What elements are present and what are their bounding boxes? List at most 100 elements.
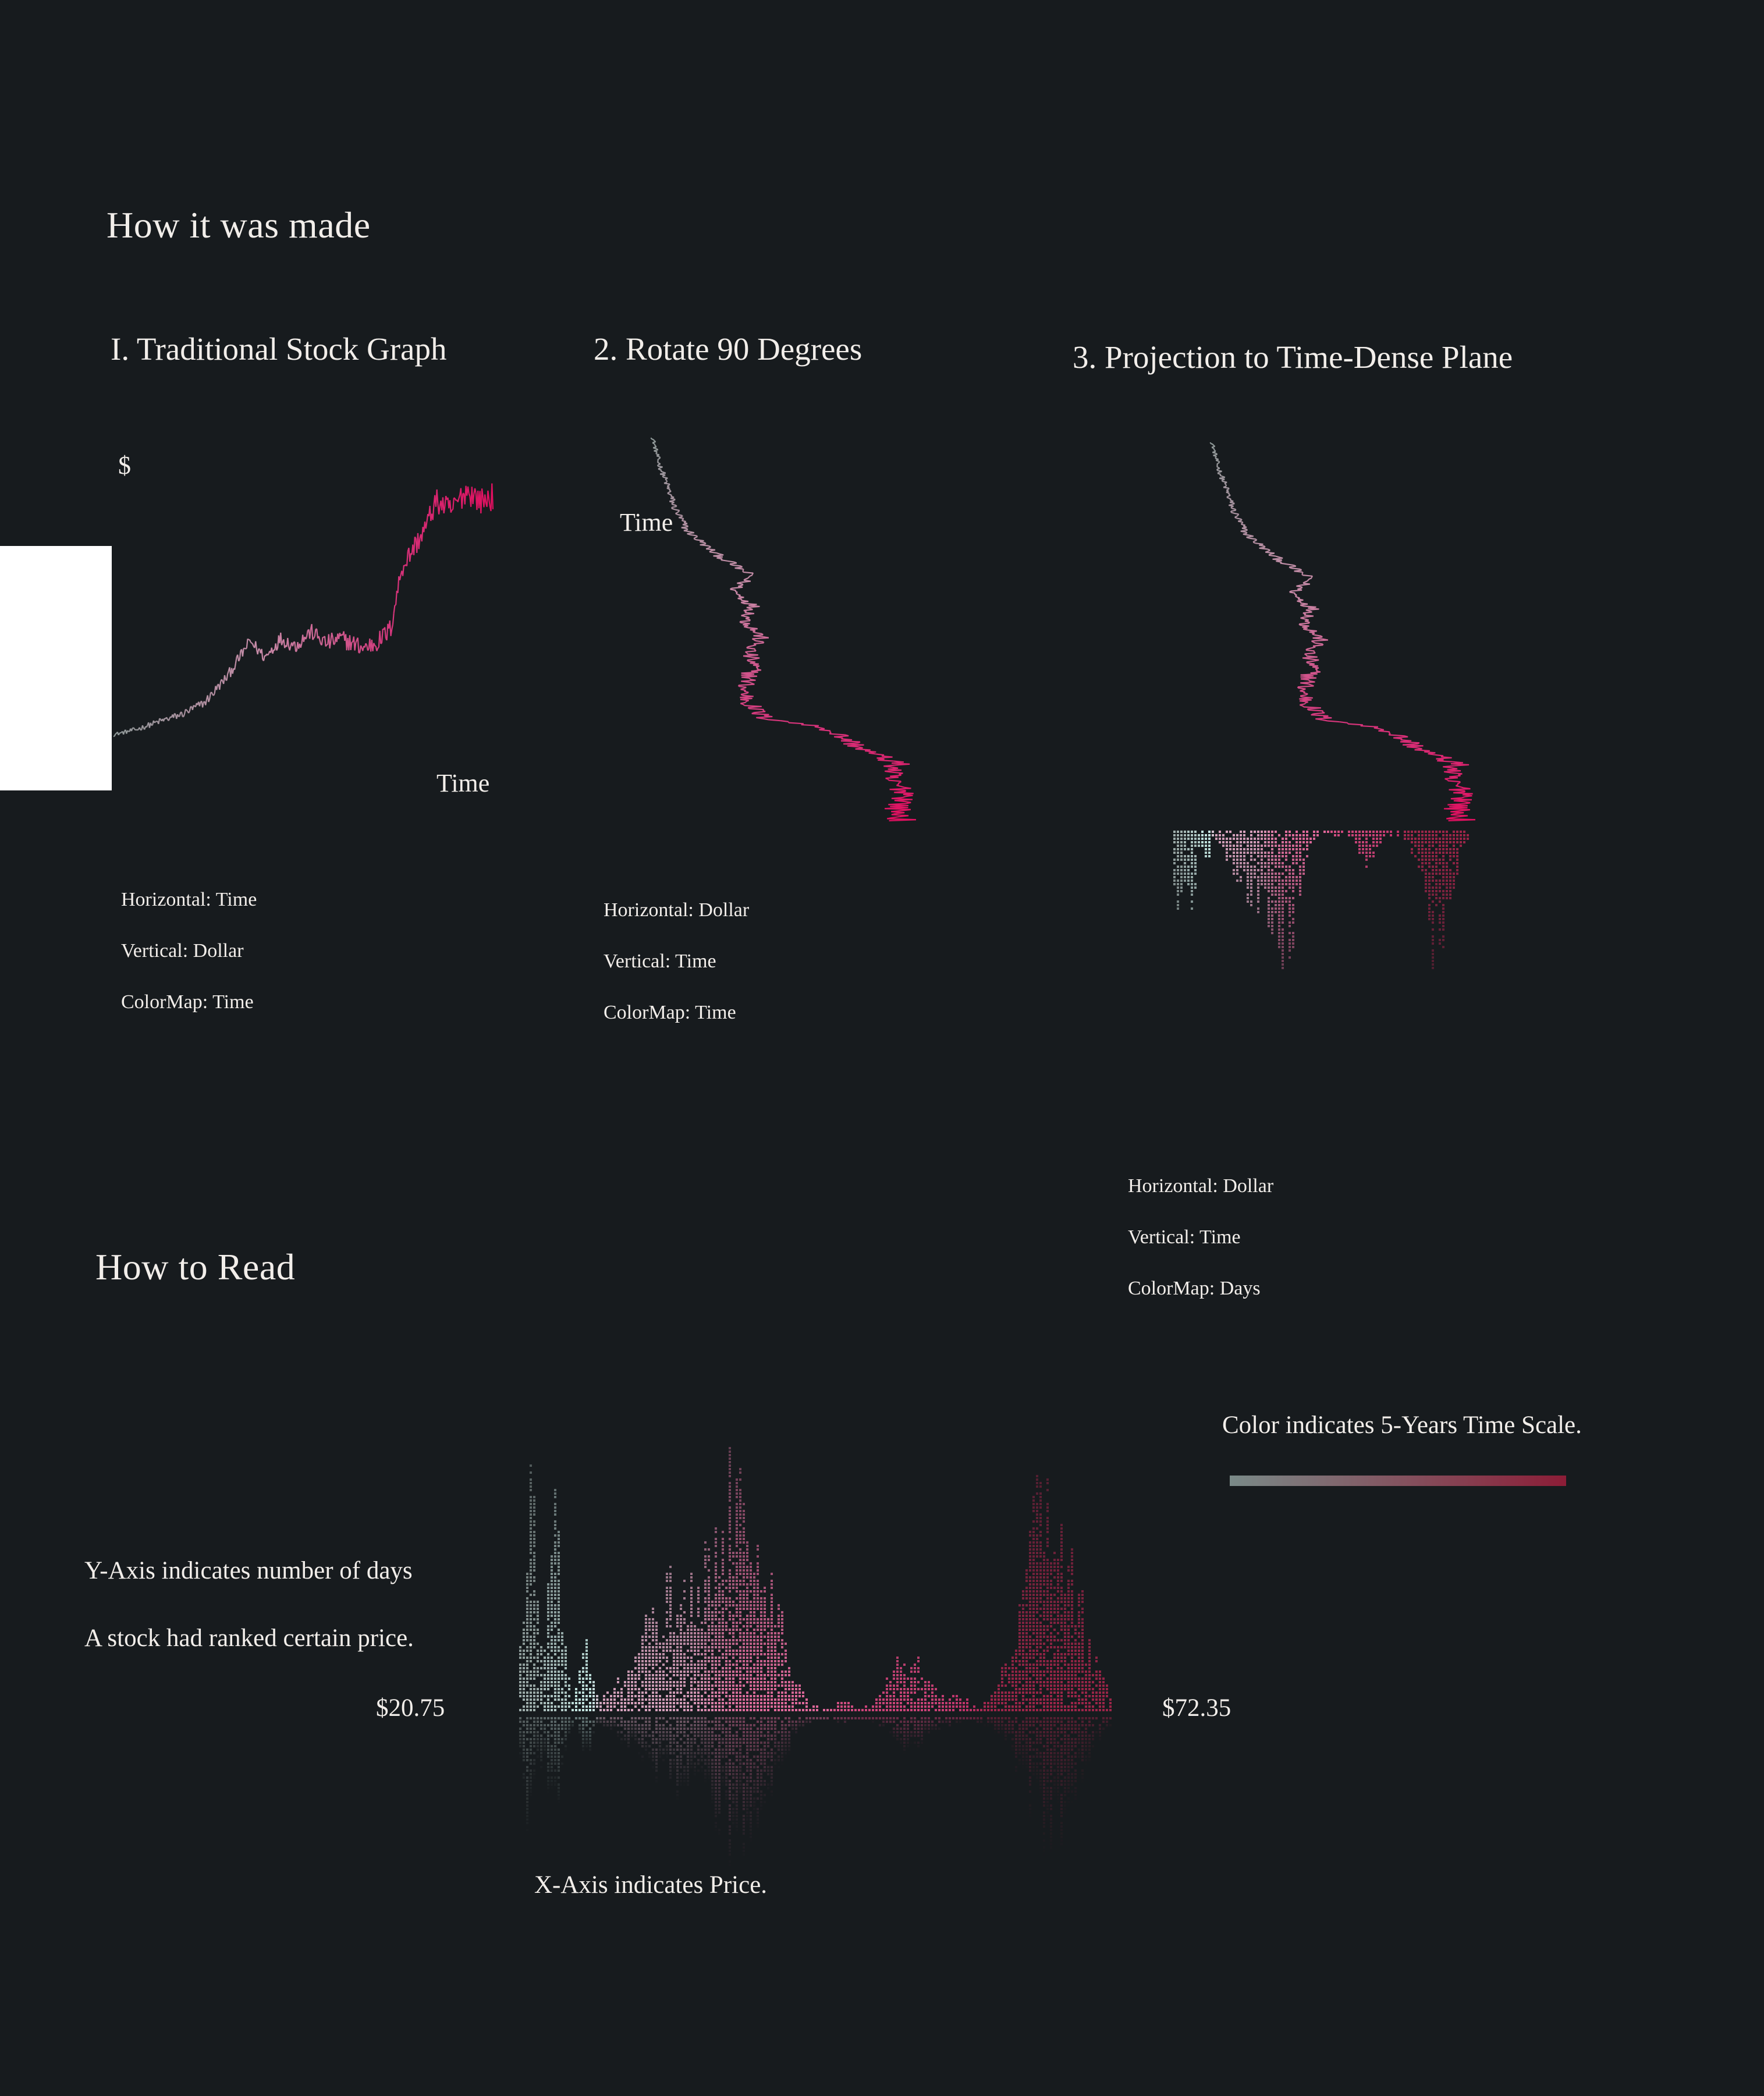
histogram-day-dot xyxy=(676,1698,679,1701)
histogram-day-dot xyxy=(680,1671,682,1673)
histogram-day-dot xyxy=(715,1681,717,1683)
histogram-day-dot xyxy=(704,1583,707,1586)
histogram-day-dot xyxy=(966,1698,968,1701)
projection-day-dot xyxy=(1268,859,1270,861)
projection-day-dot xyxy=(1275,841,1277,843)
projection-day-dot xyxy=(1432,960,1434,962)
histogram-day-dot xyxy=(1060,1601,1063,1603)
histogram-day-dot xyxy=(907,1691,909,1694)
histogram-day-dot xyxy=(530,1503,532,1505)
histogram-day-dot xyxy=(743,1660,745,1662)
histogram-day-dot xyxy=(767,1657,769,1659)
histogram-day-dot xyxy=(1008,1691,1010,1694)
histogram-day-dot xyxy=(1078,1677,1080,1680)
histogram-day-dot xyxy=(690,1632,693,1634)
histogram-day-dot xyxy=(592,1695,595,1697)
histogram-day-dot xyxy=(739,1646,741,1648)
histogram-day-dot xyxy=(1029,1590,1031,1593)
histogram-day-dot xyxy=(715,1538,717,1540)
histogram-day-dot xyxy=(1039,1691,1042,1694)
price-segment xyxy=(360,645,363,648)
histogram-day-dot xyxy=(743,1534,745,1537)
histogram-day-dot xyxy=(645,1671,647,1673)
histogram-day-dot xyxy=(1039,1520,1042,1523)
histogram-day-dot xyxy=(910,1681,913,1683)
histogram-day-dot xyxy=(760,1601,762,1603)
histogram-day-dot xyxy=(1032,1545,1035,1547)
histogram-day-dot xyxy=(1057,1667,1059,1669)
histogram-day-dot xyxy=(1018,1677,1021,1680)
histogram-day-dot xyxy=(722,1681,724,1683)
histogram-day-dot xyxy=(760,1688,762,1690)
histogram-day-dot xyxy=(956,1698,958,1701)
histogram-day-dot xyxy=(540,1688,542,1690)
histogram-day-dot xyxy=(924,1681,927,1683)
projection-day-dot xyxy=(1194,859,1197,861)
histogram-day-dot xyxy=(781,1684,783,1687)
histogram-day-dot xyxy=(781,1691,783,1694)
histogram-day-dot xyxy=(687,1674,689,1676)
histogram-day-dot xyxy=(949,1698,951,1701)
histogram-day-dot xyxy=(638,1688,640,1690)
histogram-day-dot xyxy=(715,1667,717,1669)
histogram-day-dot xyxy=(764,1705,766,1708)
histogram-day-dot xyxy=(771,1632,773,1634)
histogram-day-dot xyxy=(771,1597,773,1600)
histogram-day-dot xyxy=(673,1695,675,1697)
histogram-day-dot xyxy=(928,1688,930,1690)
histogram-day-dot xyxy=(1071,1691,1073,1694)
histogram-day-dot xyxy=(1067,1580,1070,1582)
histogram-day-dot xyxy=(1032,1601,1035,1603)
histogram-day-dot xyxy=(1043,1684,1045,1687)
projection-day-dot xyxy=(1257,907,1259,910)
histogram-day-dot xyxy=(558,1646,560,1648)
price-segment xyxy=(226,673,229,681)
histogram-day-dot xyxy=(530,1573,532,1575)
projected-price-segment xyxy=(1314,659,1319,662)
histogram-day-dot xyxy=(1039,1660,1042,1662)
histogram-day-dot xyxy=(921,1702,923,1704)
histogram-day-dot xyxy=(620,1688,623,1690)
projected-price-segment xyxy=(1215,456,1217,458)
histogram-day-dot xyxy=(743,1705,745,1708)
histogram-day-dot xyxy=(540,1681,542,1683)
histogram-day-dot xyxy=(558,1552,560,1554)
histogram-day-dot xyxy=(662,1681,665,1683)
histogram-day-dot xyxy=(1046,1573,1049,1575)
histogram-day-dot xyxy=(701,1629,703,1631)
projected-price-segment xyxy=(1216,464,1219,466)
rotated-price-segment xyxy=(780,720,789,722)
projection-day-dot xyxy=(1271,928,1273,931)
histogram-day-dot xyxy=(1015,1671,1017,1673)
projection-day-dot xyxy=(1282,960,1284,962)
histogram-day-dot xyxy=(680,1632,682,1634)
rotated-price-segment xyxy=(651,438,654,441)
histogram-day-dot xyxy=(1046,1709,1049,1711)
histogram-day-dot xyxy=(722,1674,724,1676)
projected-price-segment xyxy=(1216,467,1220,470)
histogram-day-dot xyxy=(994,1691,996,1694)
projection-day-dot xyxy=(1229,831,1231,833)
price-segment xyxy=(384,627,387,639)
projected-price-segment xyxy=(1240,530,1247,533)
histogram-day-dot xyxy=(673,1660,675,1662)
histogram-day-dot xyxy=(746,1625,748,1627)
projection-day-dot xyxy=(1285,879,1287,882)
histogram-day-dot xyxy=(722,1562,724,1565)
histogram-day-dot xyxy=(680,1608,682,1610)
projection-day-dot xyxy=(1247,845,1249,847)
projection-day-dot xyxy=(1247,841,1249,843)
histogram-day-dot xyxy=(739,1583,741,1586)
histogram-day-dot xyxy=(767,1671,769,1673)
histogram-day-dot xyxy=(715,1709,717,1711)
price-segment xyxy=(418,538,421,549)
projected-price-segment xyxy=(1219,474,1223,477)
projected-price-segment xyxy=(1269,552,1275,555)
histogram-day-dot xyxy=(729,1698,731,1701)
projection-day-dot xyxy=(1180,869,1183,871)
histogram-day-dot xyxy=(774,1660,776,1662)
histogram-day-dot xyxy=(736,1510,738,1512)
projection-day-dot xyxy=(1236,838,1238,840)
histogram-day-dot xyxy=(991,1705,993,1708)
projection-day-dot xyxy=(1222,845,1224,847)
